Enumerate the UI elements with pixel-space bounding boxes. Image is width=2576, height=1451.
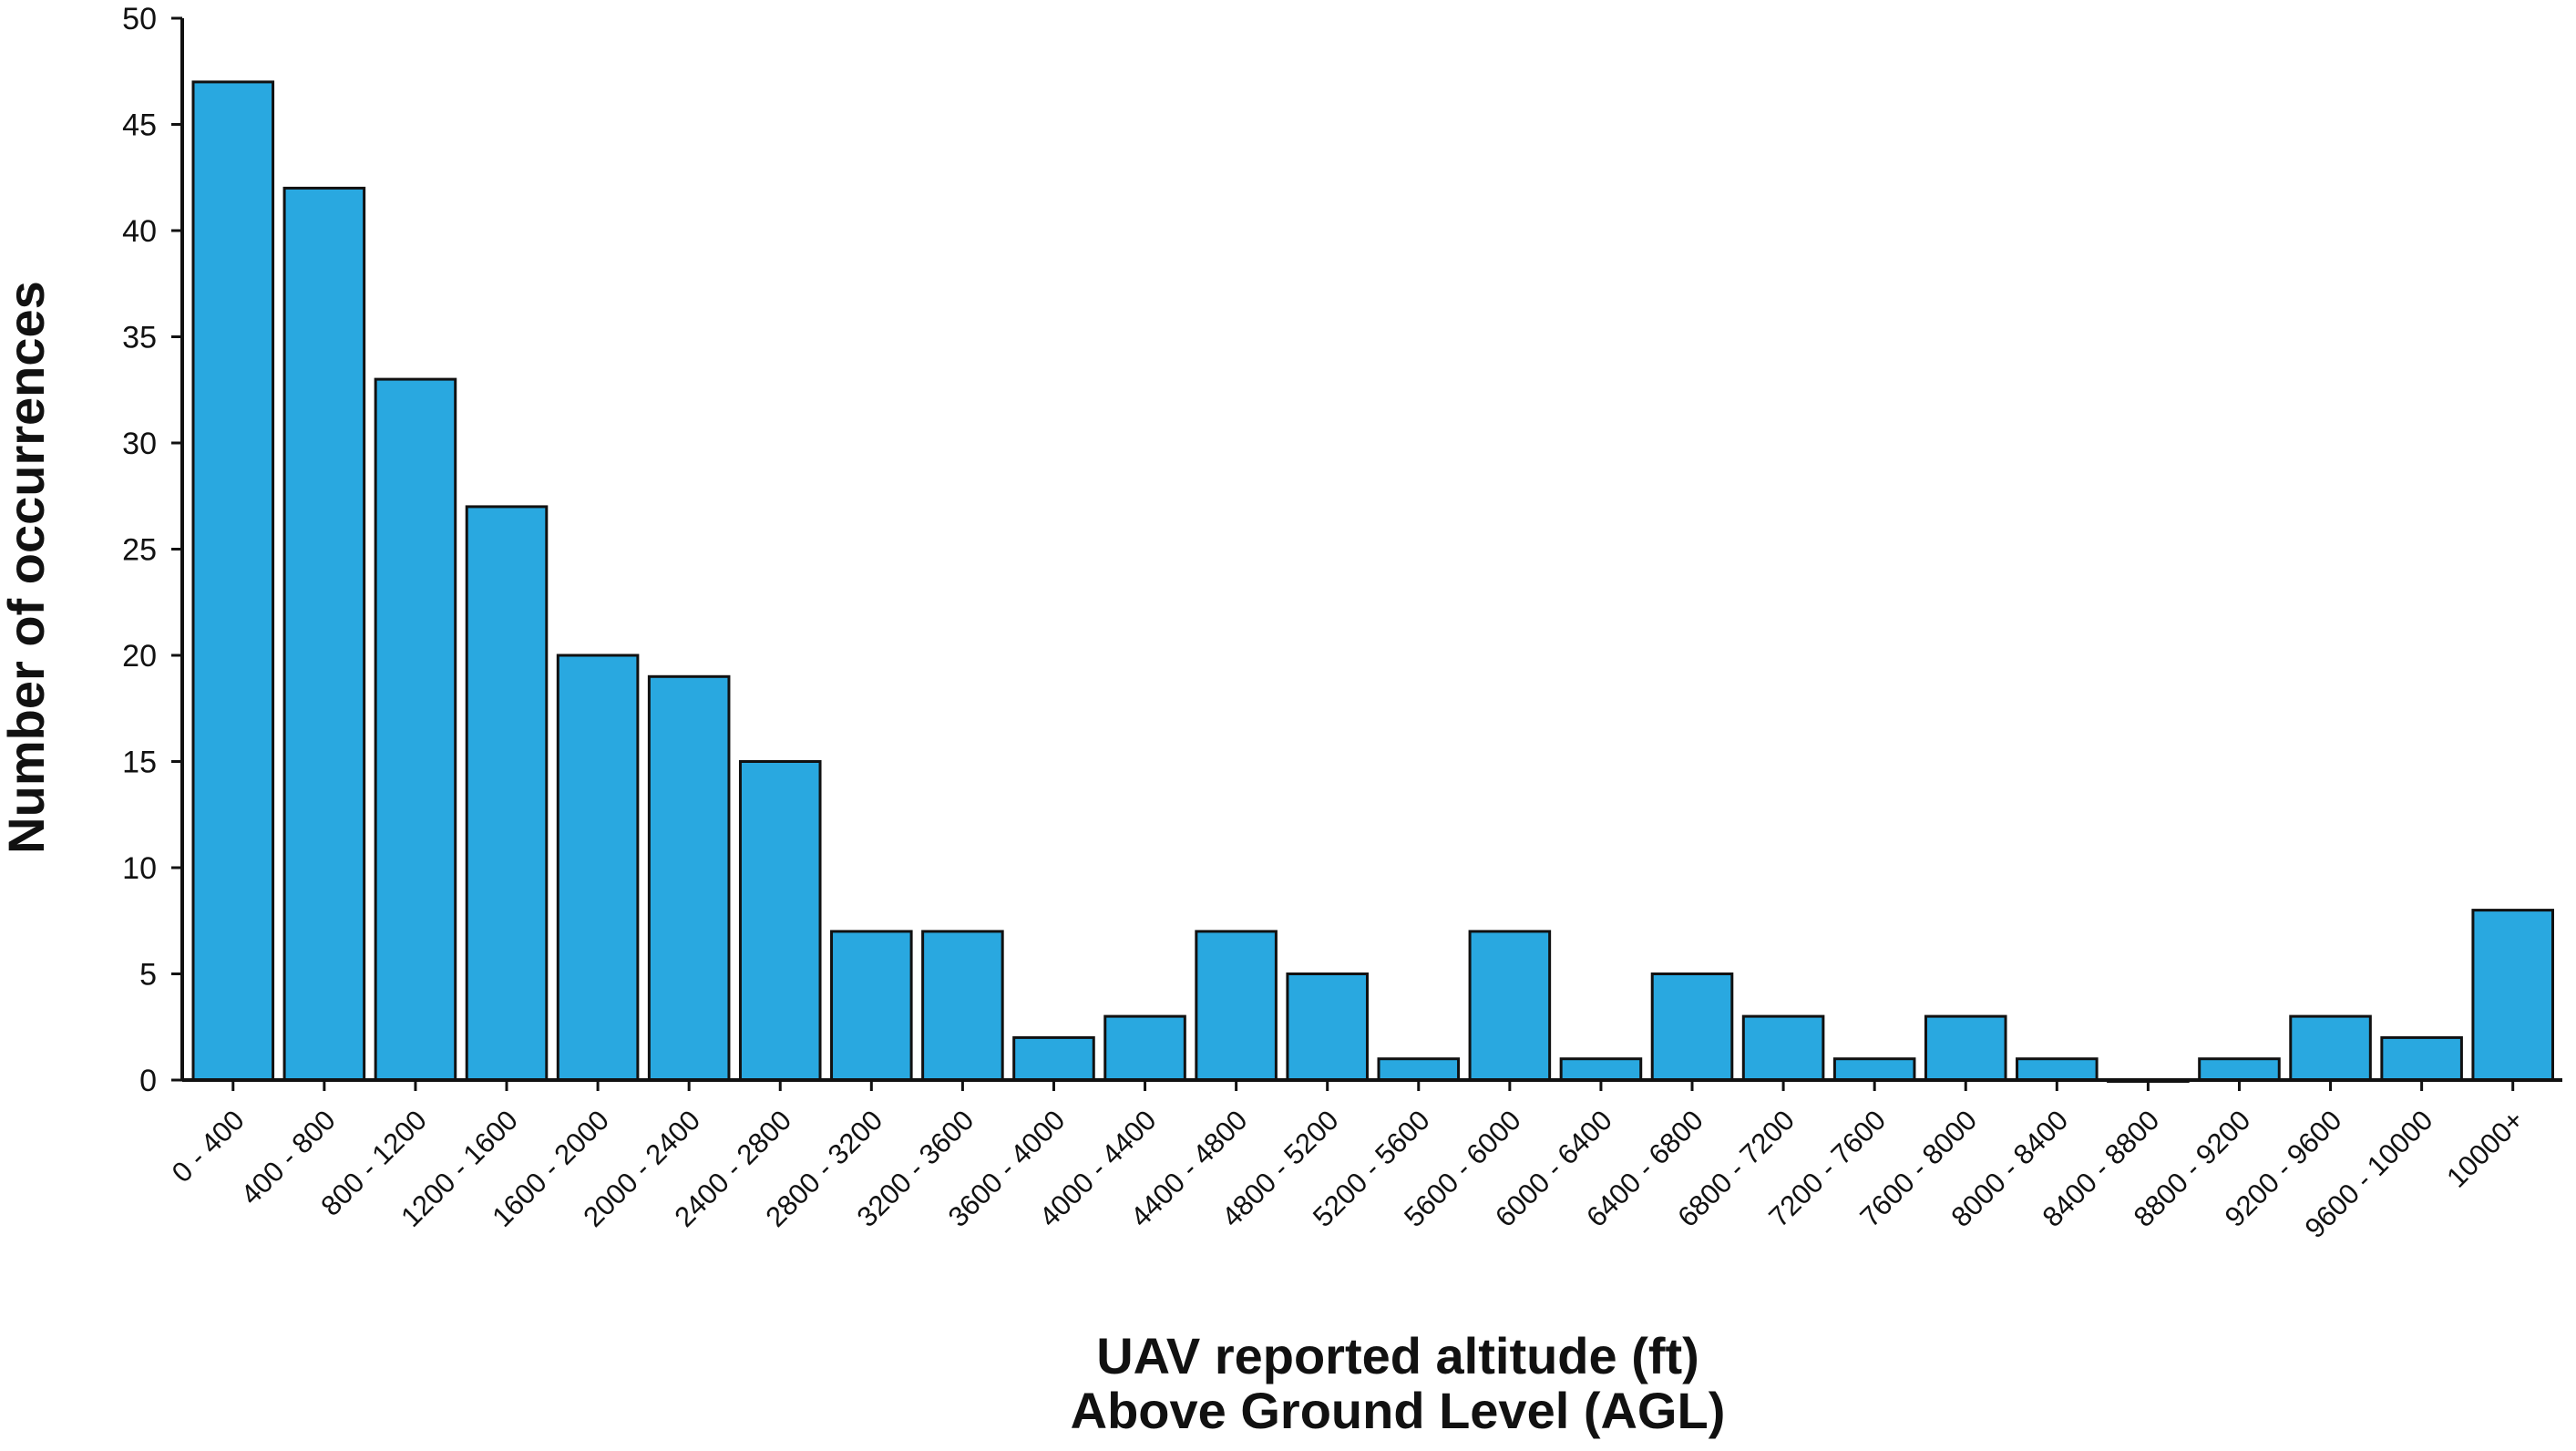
bar: [738, 760, 822, 1082]
bar: [1741, 1014, 1825, 1082]
x-axis-title-line-2: Above Ground Level (AGL): [1071, 1382, 1726, 1439]
y-tick-label: 25: [122, 533, 157, 568]
y-tick-label: 15: [122, 746, 157, 780]
bar: [2016, 1057, 2099, 1082]
bar: [1832, 1057, 1916, 1082]
bar: [1468, 930, 1552, 1082]
y-tick-label: 20: [122, 639, 157, 674]
bar: [2198, 1057, 2281, 1082]
y-axis-ticks: 0 5 10 15 20 25 30 35 40 45 50: [122, 2, 182, 1098]
bar: [1286, 972, 1369, 1082]
bar: [2471, 909, 2554, 1082]
bar: [556, 653, 640, 1082]
bar: [282, 186, 366, 1082]
bar: [1559, 1057, 1643, 1082]
bar: [2380, 1035, 2463, 1082]
x-axis-title-line-1: UAV reported altitude (ft): [1096, 1327, 1699, 1384]
y-tick-label: 50: [122, 2, 157, 36]
bar: [1103, 1014, 1186, 1082]
y-axis-title: Number of occurrences: [0, 281, 55, 854]
x-category-label: 0 - 400: [166, 1104, 251, 1189]
y-tick-label: 35: [122, 321, 157, 355]
bars: [191, 80, 2554, 1083]
y-tick-label: 5: [139, 958, 157, 993]
x-category-label: 10000+: [2440, 1104, 2530, 1194]
bar: [1924, 1014, 2007, 1082]
bar: [921, 930, 1004, 1082]
bar: [1650, 972, 1734, 1082]
bar: [191, 80, 275, 1082]
y-tick-label: 45: [122, 108, 157, 143]
y-tick-label: 0: [139, 1064, 157, 1098]
bar: [465, 505, 549, 1082]
bar: [1195, 930, 1278, 1082]
bar: [2289, 1014, 2372, 1082]
bar: [1012, 1035, 1095, 1082]
bar: [374, 377, 457, 1082]
bar: [830, 930, 913, 1082]
y-tick-label: 40: [122, 214, 157, 249]
bar: [647, 674, 731, 1082]
y-tick-label: 30: [122, 427, 157, 461]
bar: [1377, 1057, 1461, 1082]
y-tick-label: 10: [122, 851, 157, 886]
